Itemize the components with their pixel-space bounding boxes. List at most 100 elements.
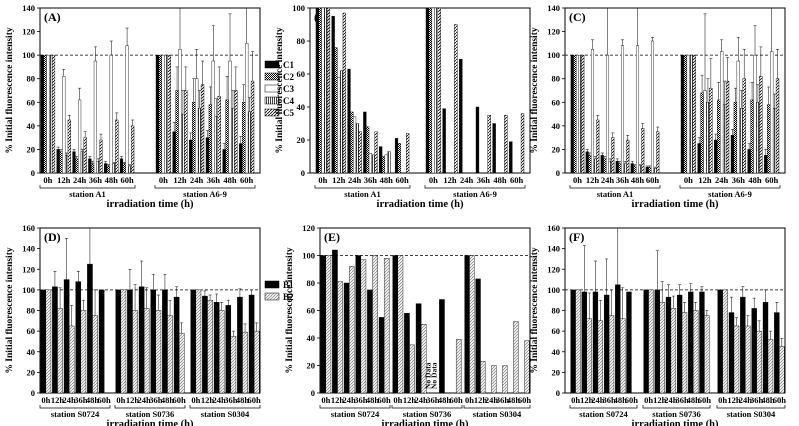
bar [725,80,730,174]
x-tick-label: 24h [138,395,152,405]
y-axis-label: % Initial fluorescence intensity [275,27,285,153]
y-tick-label: 100 [22,50,35,60]
bar [337,77,341,174]
bar [45,289,52,394]
bar [626,291,632,394]
group-bracket [463,405,531,409]
bar [175,90,179,174]
bar [767,339,774,394]
legend-swatch [264,280,280,289]
bar [318,7,322,174]
legend-label: B2 [283,292,294,302]
x-tick-label: 0h [318,175,327,185]
y-axis-label: % Initial fluorescence intensity [5,27,15,153]
bar [683,54,688,174]
x-tick-label: 24h [485,395,499,405]
bar [367,289,373,394]
y-tick-label: 80 [552,306,561,316]
bar [733,102,738,174]
bar [454,24,458,174]
y-tick-label: 100 [547,285,560,295]
x-tick-label: 36h [732,175,746,185]
x-tick-label: 60h [510,175,524,185]
bar [366,126,370,174]
x-tick-label: 48h [748,175,762,185]
bar [670,308,677,394]
bar [676,294,683,394]
bar [605,54,610,174]
bar [469,255,475,394]
legend-swatch [264,292,280,301]
bar [155,310,162,394]
x-tick-label: 0h [393,395,402,405]
panel-label: (C) [569,10,586,24]
bar [689,54,693,174]
y-tick-label: 40 [552,347,561,357]
bar [383,258,390,394]
y-tick-label: 120 [547,264,560,274]
bar [88,158,92,174]
x-tick-label: 0h [684,175,693,185]
y-axis-label: % Initial fluorescence intensity [530,27,540,153]
bar [225,99,229,174]
bar [665,296,672,394]
bar [239,143,243,174]
x-axis-label: irradiation time (h) [382,419,469,426]
bar [692,54,696,174]
bar [253,330,260,394]
x-tick-label: 60h [773,395,787,405]
y-tick-label: 20 [27,144,36,154]
group-label: station S0304 [201,409,250,419]
bar [581,291,587,394]
bar [615,161,619,174]
y-tick-label: 60 [27,97,36,107]
no-data-annotation: No Data [424,362,433,389]
bar [706,102,710,174]
x-tick-label: 12h [403,395,417,405]
y-tick-label: 60 [297,69,306,79]
bar [104,163,108,174]
y-tick-label: 40 [27,347,36,357]
bar [764,155,768,174]
x-tick-label: 0h [43,175,52,185]
x-tick-label: 12h [201,395,215,405]
bar [324,7,328,174]
group-bracket [39,185,136,189]
bar [194,78,199,174]
group-bracket [39,405,111,409]
y-tick-label: 40 [552,121,561,131]
x-tick-label: 12h [51,395,65,405]
x-tick-label: 36h [602,395,616,405]
bar [491,365,497,394]
bar [87,263,93,394]
y-tick-label: 140 [22,3,35,13]
bar [228,60,232,174]
bar [392,255,399,394]
group-bracket [391,405,463,409]
x-tick-label: 12h [698,175,712,185]
bar [230,336,237,394]
bar [325,255,332,394]
bar [162,289,168,394]
legend-swatch [264,60,280,69]
y-tick-label: 0 [31,168,35,178]
x-tick-label: 60h [646,175,660,185]
bar [681,312,688,394]
bar [173,296,180,394]
bar [49,54,53,174]
x-tick-label: 48h [631,175,645,185]
bar [620,45,625,174]
x-tick-label: 12h [727,395,741,405]
bar [59,151,63,174]
bar [378,317,385,394]
bar [455,339,462,394]
legend-label: C1 [283,60,294,70]
panel-label: (E) [324,230,340,244]
bar [487,115,491,174]
bar [475,106,480,174]
bar [68,325,75,394]
chart-panel-3: (C) 0 20 40 60 80 100 120 140 % Initial fluoresce… [530,3,786,210]
bar [321,7,325,174]
group-label: station A1 [344,189,381,199]
bar [127,289,133,394]
